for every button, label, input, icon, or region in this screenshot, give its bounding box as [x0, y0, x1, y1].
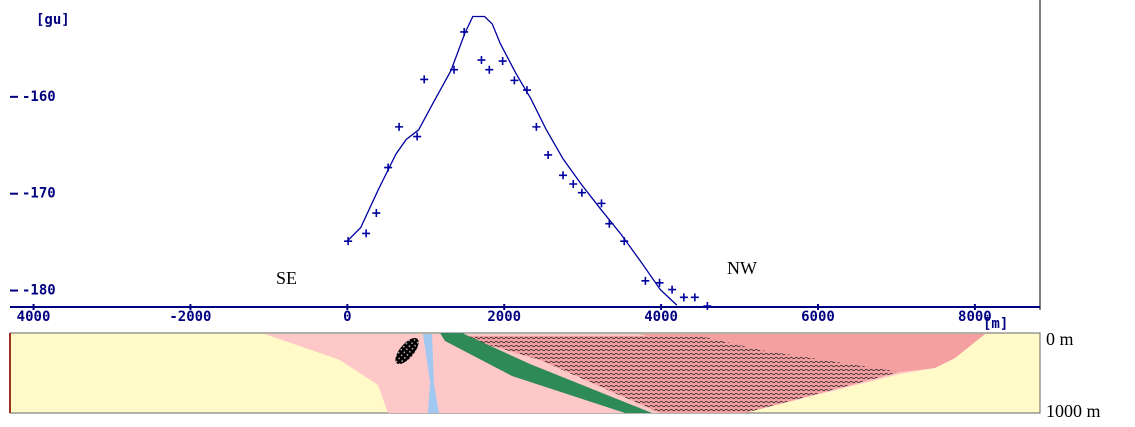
observed-point: [691, 293, 699, 301]
observed-point: [499, 57, 507, 65]
observed-point: [544, 151, 552, 159]
observed-point: [477, 56, 485, 64]
observed-point: [668, 286, 676, 294]
observed-point: [532, 123, 540, 131]
y-tick-label: -180: [22, 283, 56, 299]
model-line: [347, 17, 677, 306]
y-axis-label: [gu]: [36, 12, 70, 28]
observed-point: [485, 66, 493, 74]
observed-point: [578, 189, 586, 197]
observed-point: [450, 66, 458, 74]
observed-point: [362, 229, 370, 237]
observed-point: [559, 171, 567, 179]
observed-point: [680, 293, 688, 301]
annotation: NW: [727, 258, 757, 278]
y-tick-label: -160: [22, 89, 56, 105]
y-tick-label: -170: [22, 186, 56, 202]
x-tick-label: 0: [343, 309, 351, 325]
x-tick-label: 6000: [801, 309, 835, 325]
observed-point: [420, 75, 428, 83]
x-tick-label: -2000: [169, 309, 211, 325]
observed-point: [703, 302, 711, 310]
observed-point: [605, 220, 613, 228]
annotation: SE: [276, 268, 297, 288]
chart: [gu] [m] SE NW 0 m 1000 m 4000-200002000…: [0, 0, 1135, 427]
observed-point: [620, 237, 628, 245]
x-tick-label: 4000: [644, 309, 678, 325]
observed-point: [372, 209, 380, 217]
x-tick-label: 2000: [487, 309, 521, 325]
cross-section: [10, 333, 1040, 413]
observed-point: [569, 180, 577, 188]
observed-point: [510, 76, 518, 84]
x-tick-label: 4000: [17, 309, 51, 325]
observed-point: [395, 123, 403, 131]
annotation: 1000 m: [1046, 401, 1101, 421]
annotation: 0 m: [1046, 329, 1074, 349]
x-tick-label: 8000: [958, 309, 992, 325]
observed-point: [641, 277, 649, 285]
